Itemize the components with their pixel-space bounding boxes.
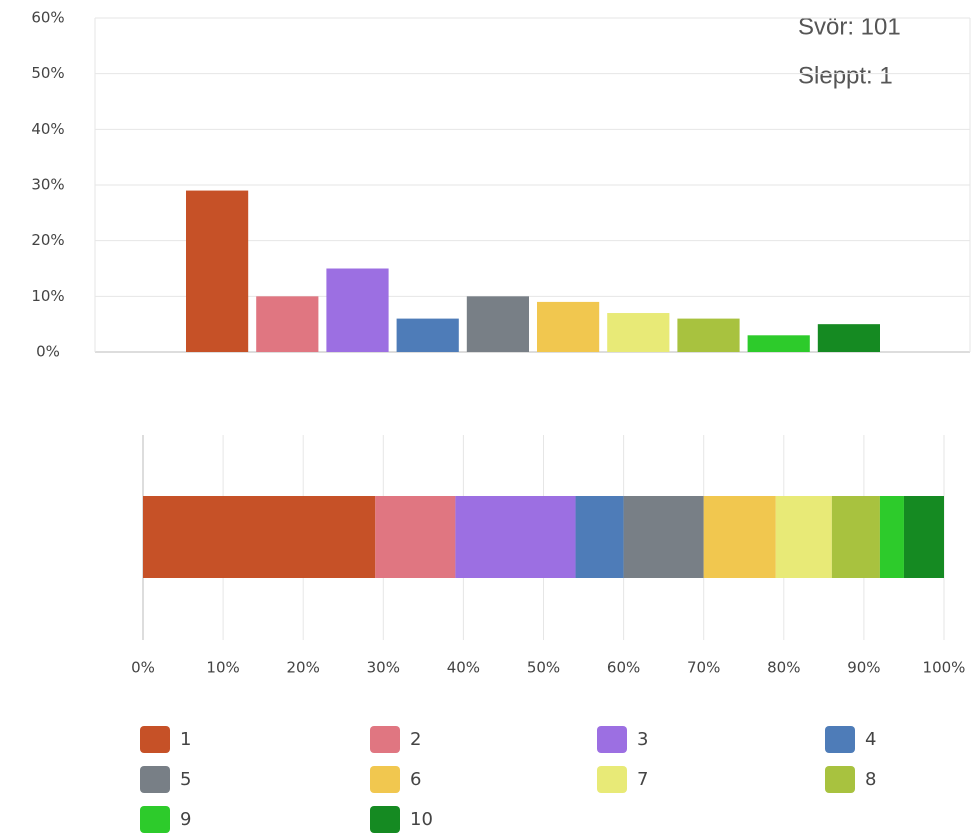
legend-swatch [140,726,170,753]
legend-swatch [597,766,627,793]
legend-swatch [140,806,170,833]
x-tick-label: 100% [923,659,966,677]
bar-segment [775,496,832,578]
bar [537,301,600,352]
y-tick-label: 60% [31,9,64,27]
legend-swatch [825,726,855,753]
legend-swatch [370,726,400,753]
bar-segment [375,496,456,578]
legend-label: 2 [410,729,421,750]
x-tick-label: 50% [527,659,560,677]
bar [817,324,880,352]
y-tick-label: 40% [31,120,64,138]
bar-segment [623,496,704,578]
x-tick-label: 20% [287,659,320,677]
bar-segment [879,496,904,578]
bar [466,296,529,352]
bar-segment [455,496,576,578]
annotation: Svör: 101 [798,13,901,40]
x-tick-label: 70% [687,659,720,677]
legend-label: 10 [410,809,433,830]
legend-label: 8 [865,769,876,790]
x-tick-label: 90% [847,659,880,677]
y-tick-label: 20% [31,231,64,249]
bar [396,318,459,352]
legend-swatch [370,766,400,793]
legend-swatch [140,766,170,793]
legend-label: 3 [637,729,648,750]
bar [256,296,319,352]
bar [747,335,810,352]
x-tick-label: 30% [367,659,400,677]
annotation: Sleppt: 1 [798,62,893,89]
legend-label: 9 [180,809,191,830]
legend-label: 1 [180,729,191,750]
legend-swatch [825,766,855,793]
y-tick-label: 0% [36,343,60,361]
legend-label: 5 [180,769,191,790]
y-tick-label: 10% [31,287,64,305]
x-tick-label: 40% [447,659,480,677]
x-tick-label: 0% [131,659,155,677]
bar-segment [703,496,776,578]
y-tick-label: 30% [31,176,64,194]
x-tick-label: 60% [607,659,640,677]
x-tick-label: 80% [767,659,800,677]
bar-segment [903,496,944,578]
legend-label: 7 [637,769,648,790]
legend-label: 6 [410,769,421,790]
y-tick-label: 50% [31,64,64,82]
legend-swatch [597,726,627,753]
bar [677,318,740,352]
bar [186,190,249,352]
bar-segment [575,496,624,578]
legend-label: 4 [865,729,876,750]
x-tick-label: 10% [206,659,239,677]
bar-segment [143,496,376,578]
bar [607,313,670,352]
bar-segment [831,496,880,578]
bar [326,268,389,352]
legend-swatch [370,806,400,833]
